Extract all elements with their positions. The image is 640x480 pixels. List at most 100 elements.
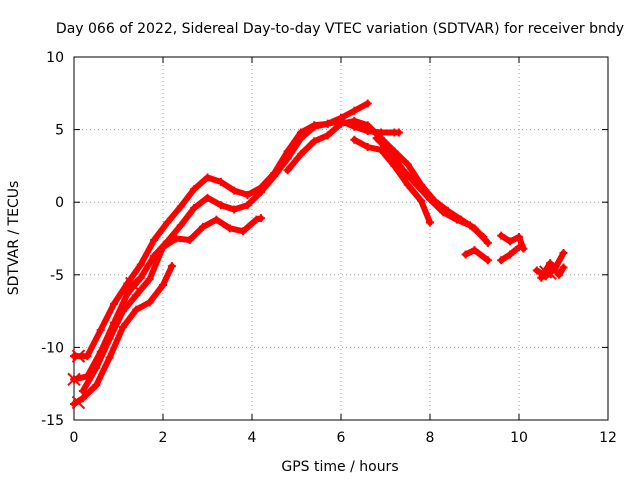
cross-marker	[71, 395, 86, 410]
tick-layer: 0 2 4 6 8 10 12 -15 -10 -5 0 5 10	[41, 50, 617, 446]
marker-layer	[67, 265, 557, 410]
data-point	[310, 137, 319, 146]
data-point	[363, 121, 372, 130]
series-trace-2	[71, 117, 402, 383]
data-point	[239, 227, 248, 236]
data-point	[506, 250, 515, 259]
data-point	[483, 238, 492, 247]
x-tick-label: 8	[426, 430, 435, 446]
data-point	[159, 280, 167, 289]
cross-marker	[543, 266, 557, 281]
data-point	[461, 250, 470, 259]
data-point	[417, 196, 426, 205]
data-point	[296, 150, 305, 159]
data-point	[92, 381, 101, 390]
data-point	[123, 289, 132, 298]
data-point	[270, 172, 279, 181]
x-tick-label: 12	[599, 430, 617, 446]
data-point	[92, 363, 101, 372]
data-point	[243, 190, 252, 199]
data-point	[283, 166, 292, 175]
data-point	[172, 234, 181, 243]
data-point	[479, 233, 488, 242]
chart-title: Day 066 of 2022, Sidereal Day-to-day VTE…	[56, 21, 624, 37]
y-tick-label: -10	[41, 340, 64, 356]
data-point	[337, 119, 345, 128]
data-point	[212, 215, 221, 224]
data-point	[399, 166, 408, 175]
data-point	[483, 256, 492, 265]
data-point	[426, 218, 434, 227]
data-point	[199, 222, 208, 231]
data-point	[470, 246, 479, 255]
data-point	[176, 221, 185, 230]
y-axis-label: SDTVAR / TECUs	[6, 181, 22, 296]
data-point	[363, 143, 372, 152]
data-point	[185, 235, 194, 244]
data-point	[145, 298, 154, 307]
x-axis-label: GPS time / hours	[281, 459, 398, 475]
data-point	[296, 134, 305, 143]
data-point	[230, 186, 239, 195]
x-tick-label: 2	[159, 430, 168, 446]
data-point	[96, 325, 105, 334]
data-point	[132, 291, 141, 300]
data-point	[176, 202, 185, 211]
data-point	[506, 237, 515, 246]
x-tick-label: 4	[248, 430, 257, 446]
data-point	[252, 215, 261, 224]
data-point	[403, 180, 412, 189]
y-tick-label: -15	[41, 413, 64, 429]
y-tick-label: 10	[46, 50, 64, 66]
data-point	[167, 262, 176, 271]
data-point	[452, 215, 461, 224]
data-point	[559, 249, 568, 258]
data-point	[70, 352, 78, 361]
data-point	[497, 256, 506, 265]
data-point	[136, 273, 145, 282]
data-point	[110, 299, 119, 308]
data-point	[256, 188, 265, 197]
cross-marker	[538, 265, 553, 279]
data-point	[256, 214, 265, 223]
data-point	[515, 243, 523, 252]
data-point	[385, 147, 394, 156]
data-point	[497, 231, 506, 240]
data-point	[350, 116, 359, 125]
data-point	[78, 386, 87, 395]
data-point	[136, 260, 145, 269]
data-point	[190, 204, 199, 213]
data-point	[203, 193, 212, 202]
data-point	[439, 208, 448, 217]
data-point	[426, 195, 434, 204]
data-point	[532, 266, 541, 275]
data-point	[466, 221, 475, 230]
data-point	[350, 135, 359, 144]
data-point	[150, 235, 159, 244]
data-point	[372, 134, 381, 143]
data-point	[283, 154, 292, 163]
data-point	[403, 160, 412, 169]
data-point	[230, 205, 239, 214]
series-trace-5	[284, 117, 491, 246]
data-point	[377, 145, 386, 154]
data-point	[203, 173, 212, 182]
series-layer	[70, 99, 568, 409]
data-point	[350, 106, 359, 115]
data-point	[323, 131, 332, 140]
data-point	[145, 275, 154, 284]
y-tick-label: 0	[55, 195, 64, 211]
x-tick-label: 6	[337, 430, 346, 446]
series-trace-9	[498, 232, 527, 252]
cross-marker	[125, 276, 139, 291]
cross-marker	[67, 372, 81, 387]
series-trace-4	[79, 215, 264, 394]
data-point	[118, 323, 127, 332]
data-point	[105, 353, 114, 362]
cross-marker	[71, 349, 86, 363]
data-point	[159, 243, 167, 252]
data-point	[394, 128, 403, 137]
data-point	[163, 218, 172, 227]
data-point	[123, 279, 132, 288]
